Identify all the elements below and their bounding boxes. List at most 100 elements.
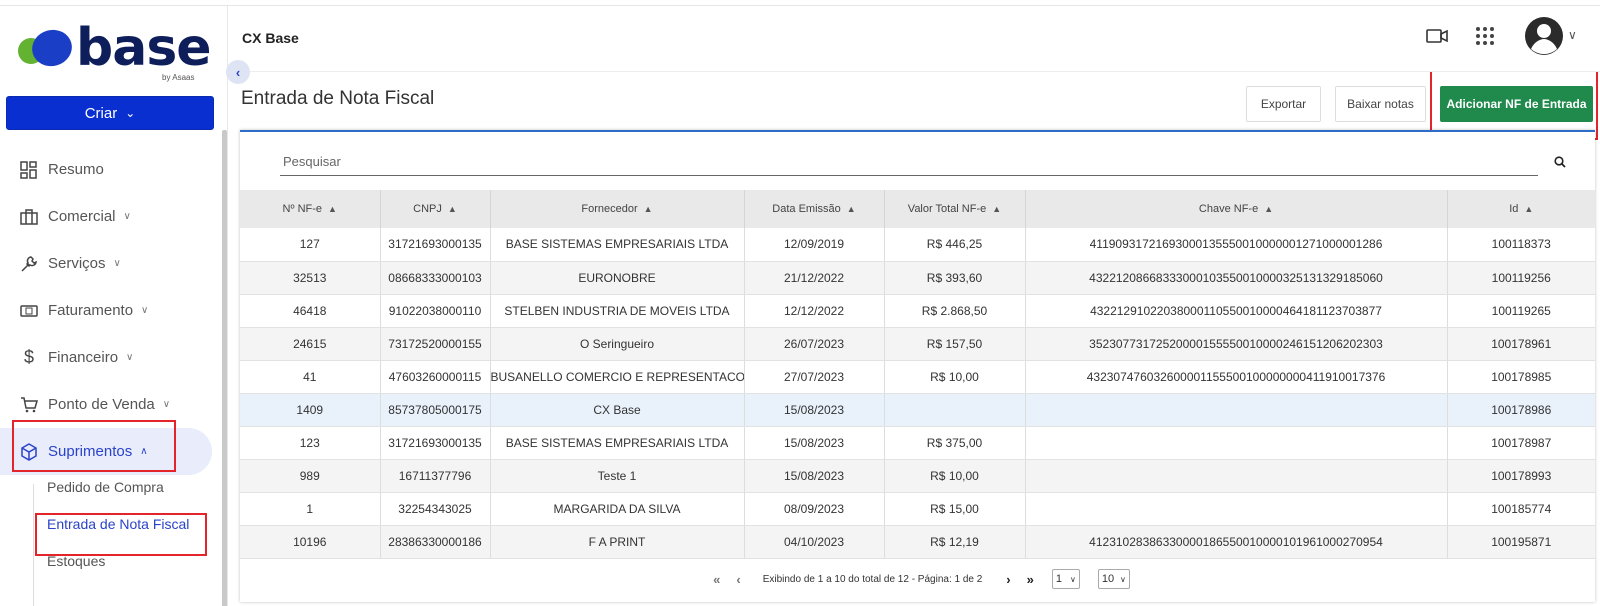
column-header-fornecedor[interactable]: Fornecedor ▲︎ <box>490 190 745 228</box>
table-row[interactable]: 1 32254343025 MARGARIDA DA SILVA 08/09/2023… <box>240 492 1595 526</box>
sidebar-item-ponto-de-venda[interactable]: Ponto de Venda ∨ <box>0 381 222 428</box>
brand-logo[interactable]: base by Asaas <box>18 18 212 88</box>
sort-icon: ▲︎ <box>1264 204 1274 214</box>
create-button-label: Criar <box>84 104 118 122</box>
sidebar-item-suprimentos[interactable]: Suprimentos ∧ <box>0 428 212 475</box>
cell-nfe: 41 <box>240 360 381 394</box>
sort-icon: ▲︎ <box>1524 204 1534 214</box>
page-size-select[interactable]: 10 ∨ <box>1097 569 1130 589</box>
table-body: 127 31721693000135 BASE SISTEMAS EMPRESARI… <box>240 228 1595 559</box>
cell-chave: 4323074760326000011555001000000004119100… <box>1025 360 1448 394</box>
wrench-icon <box>20 255 38 273</box>
last-page-icon[interactable]: » <box>1026 571 1034 587</box>
cell-fornecedor: BASE SISTEMAS EMPRESARIAIS LTDA <box>490 228 745 262</box>
table-row[interactable]: 123 31721693000135 BASE SISTEMAS EMPRESARI… <box>240 426 1595 460</box>
cell-nfe: 10196 <box>240 525 381 559</box>
cell-chave: 4322120866833300010355001000032513132918… <box>1025 261 1448 295</box>
cell-nfe: 1409 <box>240 393 381 427</box>
table-row[interactable]: 46418 91022038000110 STELBEN INDUSTRIA DE … <box>240 294 1595 328</box>
sidebar-item-label: Resumo <box>48 161 104 178</box>
column-label: Data Emissão <box>772 203 841 215</box>
column-label: Nº NF-e <box>282 203 323 215</box>
sort-icon: ▲︎ <box>328 204 337 214</box>
cell-cnpj: 28386330000186 <box>380 525 491 559</box>
sidebar-item-resumo[interactable]: Resumo <box>0 146 222 193</box>
next-page-icon[interactable]: › <box>1006 571 1011 587</box>
cell-fornecedor: O Seringueiro <box>490 327 745 361</box>
sort-icon: ▲︎ <box>992 204 1002 214</box>
top-header: CX Base ∨ <box>228 6 1600 72</box>
submenu-guide-line <box>33 484 34 606</box>
cell-nfe: 123 <box>240 426 381 460</box>
chevron-down-icon: ⌄ <box>125 106 136 120</box>
cell-data-emissao: 26/07/2023 <box>744 327 885 361</box>
cell-cnpj: 08668333000103 <box>380 261 491 295</box>
cell-valor-total: R$ 375,00 <box>884 426 1026 460</box>
page-title: Entrada de Nota Fiscal <box>241 88 435 109</box>
cell-chave <box>1025 459 1448 493</box>
cell-id: 100119256 <box>1447 261 1595 295</box>
table-row[interactable]: 1409 85737805000175 CX Base 15/08/2023 10017… <box>240 393 1595 427</box>
cell-cnpj: 47603260000115 <box>380 360 491 394</box>
cell-fornecedor: F A PRINT <box>490 525 745 559</box>
cell-id: 100178985 <box>1447 360 1595 394</box>
cell-valor-total: R$ 446,25 <box>884 228 1026 262</box>
table-row[interactable]: 10196 28386330000186 F A PRINT 04/10/2023 R$… <box>240 525 1595 559</box>
create-button[interactable]: Criar ⌄ <box>6 96 214 130</box>
add-nf-button[interactable]: Adicionar NF de Entrada <box>1440 86 1593 122</box>
highlight-box-suprimentos <box>12 420 176 472</box>
sidebar-item-servicos[interactable]: Serviços ∨ <box>0 240 222 287</box>
table-row[interactable]: 127 31721693000135 BASE SISTEMAS EMPRESARI… <box>240 228 1595 262</box>
cell-data-emissao: 27/07/2023 <box>744 360 885 394</box>
sidebar-subitem-entrada-de-nota-fiscal[interactable]: Entrada de Nota Fiscal <box>47 516 190 532</box>
column-header-id[interactable]: Id ▲︎ <box>1447 190 1595 228</box>
pagination: « ‹ Exibindo de 1 a 10 do total de 12 - … <box>240 564 1595 594</box>
first-page-icon[interactable]: « <box>713 571 721 587</box>
sidebar-subitem-pedido-de-compra[interactable]: Pedido de Compra <box>47 479 164 495</box>
cell-nfe: 24615 <box>240 327 381 361</box>
sidebar-item-faturamento[interactable]: Faturamento ∨ <box>0 287 222 334</box>
column-header-chave[interactable]: Chave NF-e ▲︎ <box>1025 190 1448 228</box>
sidebar-item-label: Comercial <box>48 208 116 225</box>
column-header-nfe[interactable]: Nº NF-e ▲︎ <box>240 190 381 228</box>
table-row[interactable]: 41 47603260000115 BUSANELLO COMERCIO E REP… <box>240 360 1595 394</box>
export-button[interactable]: Exportar <box>1246 86 1321 122</box>
cell-id: 100195871 <box>1447 525 1595 559</box>
cell-valor-total: R$ 12,19 <box>884 525 1026 559</box>
sidebar-scrollbar[interactable] <box>222 130 227 606</box>
previous-page-icon[interactable]: ‹ <box>736 571 741 587</box>
chevron-down-icon[interactable]: ∨ <box>1568 28 1577 42</box>
table-row[interactable]: 24615 73172520000155 O Seringueiro 26/07/20… <box>240 327 1595 361</box>
column-header-data-emissao[interactable]: Data Emissão ▲︎ <box>744 190 885 228</box>
video-icon[interactable] <box>1426 28 1448 49</box>
sidebar: base by Asaas Criar ⌄ Resumo Comercial ∨ <box>0 6 228 606</box>
cell-cnpj: 16711377796 <box>380 459 491 493</box>
table-row[interactable]: 32513 08668333000103 EURONOBRE 21/12/2022 R$… <box>240 261 1595 295</box>
column-header-cnpj[interactable]: CNPJ ▲︎ <box>380 190 491 228</box>
highlight-box-entrada-nf <box>35 513 207 556</box>
search-icon[interactable] <box>1554 156 1566 171</box>
sidebar-item-label: Ponto de Venda <box>48 396 155 413</box>
invoice-table-card: Pesquisar Nº NF-e ▲︎ CNPJ ▲︎ Fornecedor ▲︎ … <box>240 130 1595 602</box>
sidebar-item-comercial[interactable]: Comercial ∨ <box>0 193 222 240</box>
table-header-row: Nº NF-e ▲︎ CNPJ ▲︎ Fornecedor ▲︎ Data Emiss… <box>240 190 1595 228</box>
cell-valor-total: R$ 10,00 <box>884 459 1026 493</box>
invoice-icon <box>20 302 38 320</box>
column-label: Chave NF-e <box>1198 203 1259 215</box>
cell-data-emissao: 12/09/2019 <box>744 228 885 262</box>
cell-nfe: 127 <box>240 228 381 262</box>
download-notes-button[interactable]: Baixar notas <box>1335 86 1426 122</box>
sidebar-item-financeiro[interactable]: $ Financeiro ∨ <box>0 334 222 381</box>
sidebar-subitem-estoques[interactable]: Estoques <box>47 553 106 569</box>
collapse-sidebar-button[interactable]: ‹ <box>226 60 250 84</box>
cell-data-emissao: 12/12/2022 <box>744 294 885 328</box>
page-select[interactable]: 1 ∨ <box>1051 569 1080 589</box>
user-avatar-icon[interactable] <box>1524 16 1564 61</box>
sidebar-item-label: Serviços <box>48 255 106 272</box>
search-input[interactable]: Pesquisar <box>280 154 1538 176</box>
table-row[interactable]: 989 16711377796 Teste 1 15/08/2023 R$ 10,00 1… <box>240 459 1595 493</box>
cell-chave: 3523077317252000015555001000024615120620… <box>1025 327 1448 361</box>
column-header-valor-total[interactable]: Valor Total NF-e ▲︎ <box>884 190 1026 228</box>
apps-grid-icon[interactable] <box>1475 26 1495 51</box>
